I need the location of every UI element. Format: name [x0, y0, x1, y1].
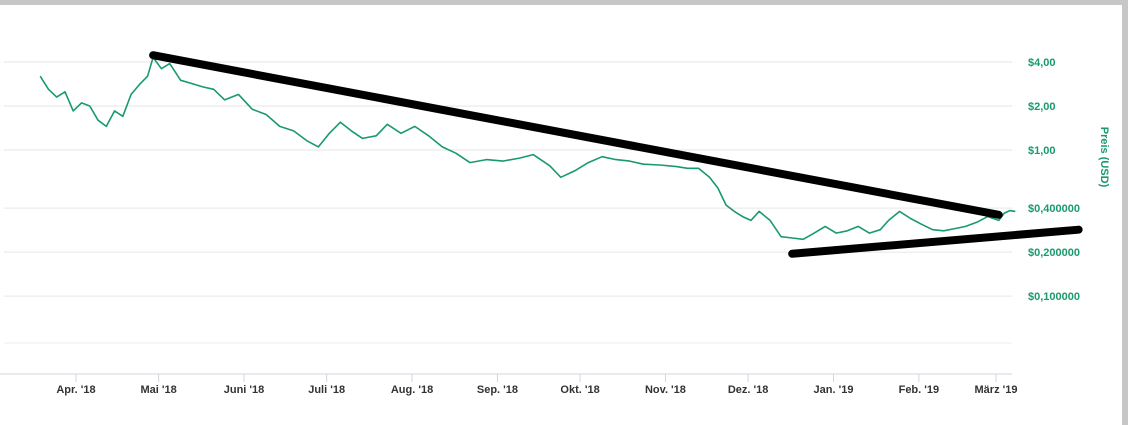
x-tick-label: Jan. '19	[814, 384, 854, 396]
trendlines	[149, 51, 1083, 258]
x-tick-label: Okt. '18	[560, 384, 599, 396]
y-axis-ticks: $4,00 $2,00 $1,00 $0,400000 $0,200000 $0,1000…	[1028, 57, 1080, 303]
y-tick-label: $1,00	[1028, 145, 1056, 157]
x-tick-label: März '19	[975, 384, 1018, 396]
series-layer	[39, 56, 1016, 241]
top-frame-border	[0, 0, 1128, 5]
x-tick-label: Mai '18	[141, 384, 177, 396]
x-tick-label: Nov. '18	[645, 384, 686, 396]
x-axis-ticks: Apr. '18 Mai '18 Juni '18 Juli '18 Aug. '18 S…	[56, 384, 1017, 396]
x-axis	[0, 373, 1012, 382]
y-tick-label: $4,00	[1028, 57, 1056, 69]
x-tick-label: Juni '18	[224, 384, 265, 396]
price-series-line	[39, 56, 1016, 241]
support-trendline	[788, 225, 1083, 258]
y-tick-label: $0,400000	[1028, 203, 1080, 215]
y-tick-label: $2,00	[1028, 101, 1056, 113]
x-tick-label: Feb. '19	[899, 384, 940, 396]
x-tick-label: Apr. '18	[56, 384, 95, 396]
y-tick-label: $0,200000	[1028, 247, 1080, 259]
x-tick-label: Sep. '18	[477, 384, 518, 396]
right-frame-border	[1122, 0, 1128, 425]
x-tick-label: Aug. '18	[391, 384, 433, 396]
resistance-trendline	[149, 51, 1003, 219]
y-tick-label: $0,100000	[1028, 291, 1080, 303]
grid-lines	[4, 61, 1012, 344]
x-tick-label: Juli '18	[308, 384, 345, 396]
x-tick-label: Dez. '18	[728, 384, 769, 396]
y-axis-label: Preis (USD)	[1098, 127, 1110, 188]
